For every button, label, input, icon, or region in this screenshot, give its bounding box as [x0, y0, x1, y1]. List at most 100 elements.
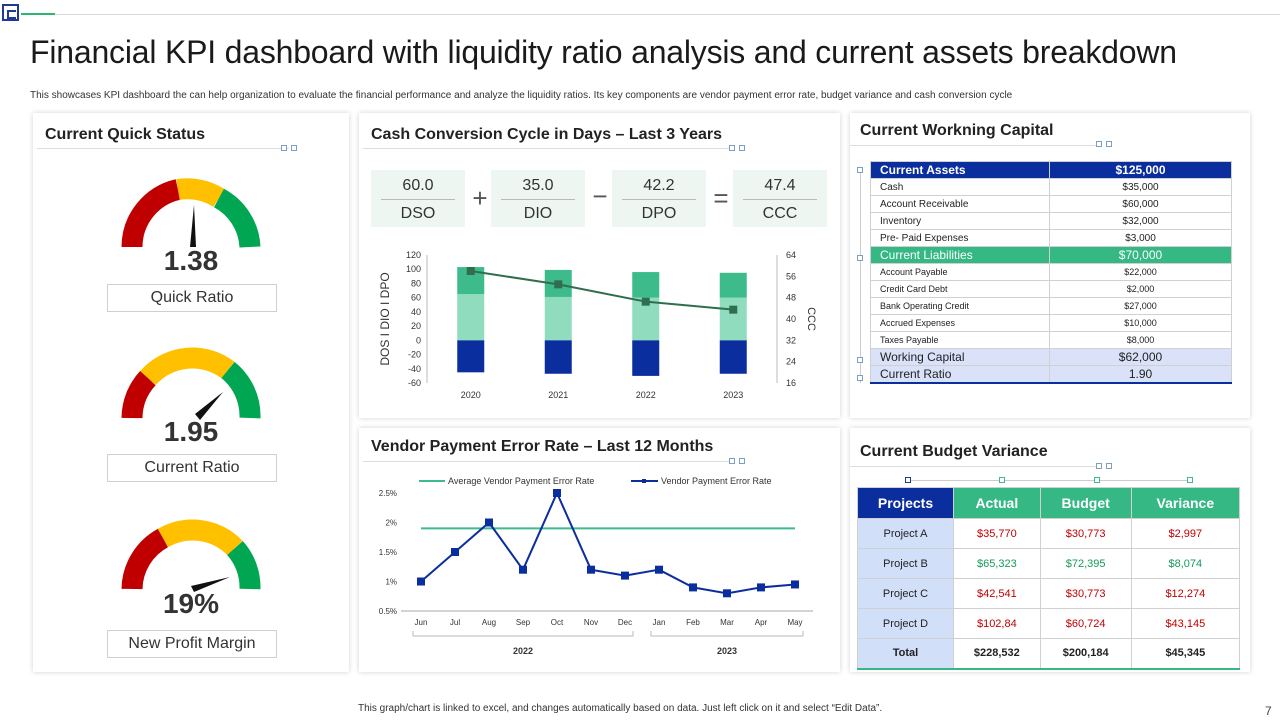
table-row: Current Ratio 1.90 — [870, 365, 1232, 383]
vendor-error-point — [689, 583, 697, 592]
table-cell: Project B — [857, 548, 954, 579]
table-cell: Working Capital — [870, 348, 1050, 366]
panel-divider — [850, 145, 1096, 146]
dpo-bar — [457, 340, 485, 373]
quick-ratio-label: Quick Ratio — [107, 284, 277, 312]
table-cell: $30,773 — [1039, 518, 1132, 549]
table-cell: $200,184 — [1039, 638, 1132, 669]
selection-handle — [999, 477, 1005, 483]
budget-table: Projects Actual Budget Variance Project … — [857, 487, 1241, 670]
quick-ratio-gauge — [121, 178, 261, 249]
table-cell: Taxes Payable — [870, 331, 1050, 349]
minus-operator: − — [592, 181, 608, 211]
gauge-green-arc — [221, 361, 261, 419]
x-tick-label: 2020 — [461, 390, 481, 400]
budget-title: Current Budget Variance — [860, 443, 1048, 460]
y-tick-label: -20 — [408, 350, 421, 360]
selection-handle — [857, 255, 863, 261]
table-cell: $30,773 — [1039, 578, 1132, 609]
vendor-title: Vendor Payment Error Rate – Last 12 Mont… — [371, 438, 714, 455]
gauge-red-arc — [121, 370, 156, 419]
legend-vendor-marker — [642, 479, 646, 483]
panel-divider — [363, 148, 733, 149]
ccc-point — [729, 305, 738, 314]
y-tick-label: 20 — [411, 321, 421, 331]
x-tick-label: Oct — [551, 618, 564, 627]
y-tick-label: 2% — [385, 519, 397, 528]
assets-header-label: Current Assets — [870, 161, 1050, 179]
y-tick-label: -60 — [408, 378, 421, 388]
table-cell: Project A — [857, 518, 954, 549]
x-tick-label: Jun — [415, 618, 428, 627]
quick-ratio-value: 1.38 — [163, 245, 219, 276]
ccc-point — [554, 280, 563, 289]
table-row: Inventory $32,000 — [870, 212, 1232, 230]
y-axis-title: DOS I DIO I DPO — [378, 272, 392, 365]
vendor-error-point — [485, 518, 493, 527]
dio-bar — [632, 272, 660, 298]
table-row: Accrued Expenses $10,000 — [870, 314, 1232, 332]
y2-tick-label: 24 — [786, 357, 796, 367]
panel-divider — [363, 461, 733, 462]
dso-bar — [719, 297, 747, 341]
panel-divider — [850, 466, 1096, 467]
plus-operator: + — [472, 183, 488, 213]
panel-divider — [37, 148, 289, 149]
dso-label: DSO — [400, 205, 436, 222]
table-cell: Account Payable — [870, 263, 1050, 281]
y-tick-label: 1.5% — [379, 548, 397, 557]
table-cell: $2,000 — [1049, 280, 1232, 298]
table-row: Bank Operating Credit $27,000 — [870, 297, 1232, 315]
table-cell: $22,000 — [1049, 263, 1232, 281]
current-ratio-value: 1.95 — [163, 416, 219, 447]
y-tick-label: 0 — [416, 335, 421, 345]
dso-bar — [457, 294, 485, 341]
dpo-bar — [632, 340, 660, 376]
metric-divider — [381, 199, 455, 200]
vendor-panel: Vendor Payment Error Rate – Last 12 Mont… — [359, 428, 840, 672]
y-tick-label: 100 — [406, 264, 421, 274]
assets-header-value: $125,000 — [1049, 161, 1232, 179]
vendor-error-point — [757, 583, 765, 592]
y-tick-label: 120 — [406, 250, 421, 260]
page-subtitle: This showcases KPI dashboard the can hel… — [30, 90, 1013, 101]
metric-divider — [501, 199, 575, 200]
dio-label: DIO — [523, 205, 553, 222]
budget-header: Budget — [1039, 487, 1132, 519]
dso-bar — [544, 296, 572, 341]
dpo-bar — [719, 340, 747, 374]
table-cell: Pre- Paid Expenses — [870, 229, 1050, 247]
gauge-red-arc — [121, 179, 181, 248]
table-row: Pre- Paid Expenses $3,000 — [870, 229, 1232, 247]
y-tick-label: -40 — [408, 364, 421, 374]
y2-tick-label: 32 — [786, 335, 796, 345]
resize-handle — [1106, 141, 1112, 147]
table-cell: $45,345 — [1130, 638, 1241, 669]
table-cell: $10,000 — [1049, 314, 1232, 332]
selection-handle — [1187, 477, 1193, 483]
x-tick-label: Jan — [653, 618, 666, 627]
table-cell: $8,000 — [1049, 331, 1232, 349]
table-cell: $60,724 — [1039, 608, 1132, 639]
table-cell: $27,000 — [1049, 297, 1232, 315]
y2-tick-label: 16 — [786, 378, 796, 388]
vendor-error-point — [723, 589, 731, 598]
x-tick-label: Nov — [584, 618, 598, 627]
working-capital-table: Current Assets $125,000 Cash $35,000 Acco… — [870, 161, 1232, 384]
resize-handle — [729, 458, 735, 464]
projects-header: Projects — [857, 487, 954, 519]
dio-value: 35.0 — [522, 177, 554, 194]
logo-icon — [2, 4, 19, 21]
ccc-chart: -60 -40 -20 0 20 40 60 80 100 120 16 24 32 40 48 56 64 DO… — [378, 250, 817, 400]
table-cell: $35,770 — [953, 518, 1041, 549]
footer-note: This graph/chart is linked to excel, and… — [358, 703, 883, 714]
table-cell: $2,997 — [1130, 518, 1241, 549]
dio-metric: 35.0 DIO — [491, 170, 585, 227]
table-row: Current Liabilities $70,000 — [870, 246, 1232, 264]
metric-divider — [622, 199, 696, 200]
x-tick-label: Aug — [482, 618, 496, 627]
table-cell: $72,395 — [1039, 548, 1132, 579]
ccc-label: CCC — [762, 205, 798, 222]
resize-handle — [1106, 463, 1112, 469]
vendor-error-point — [451, 548, 459, 556]
